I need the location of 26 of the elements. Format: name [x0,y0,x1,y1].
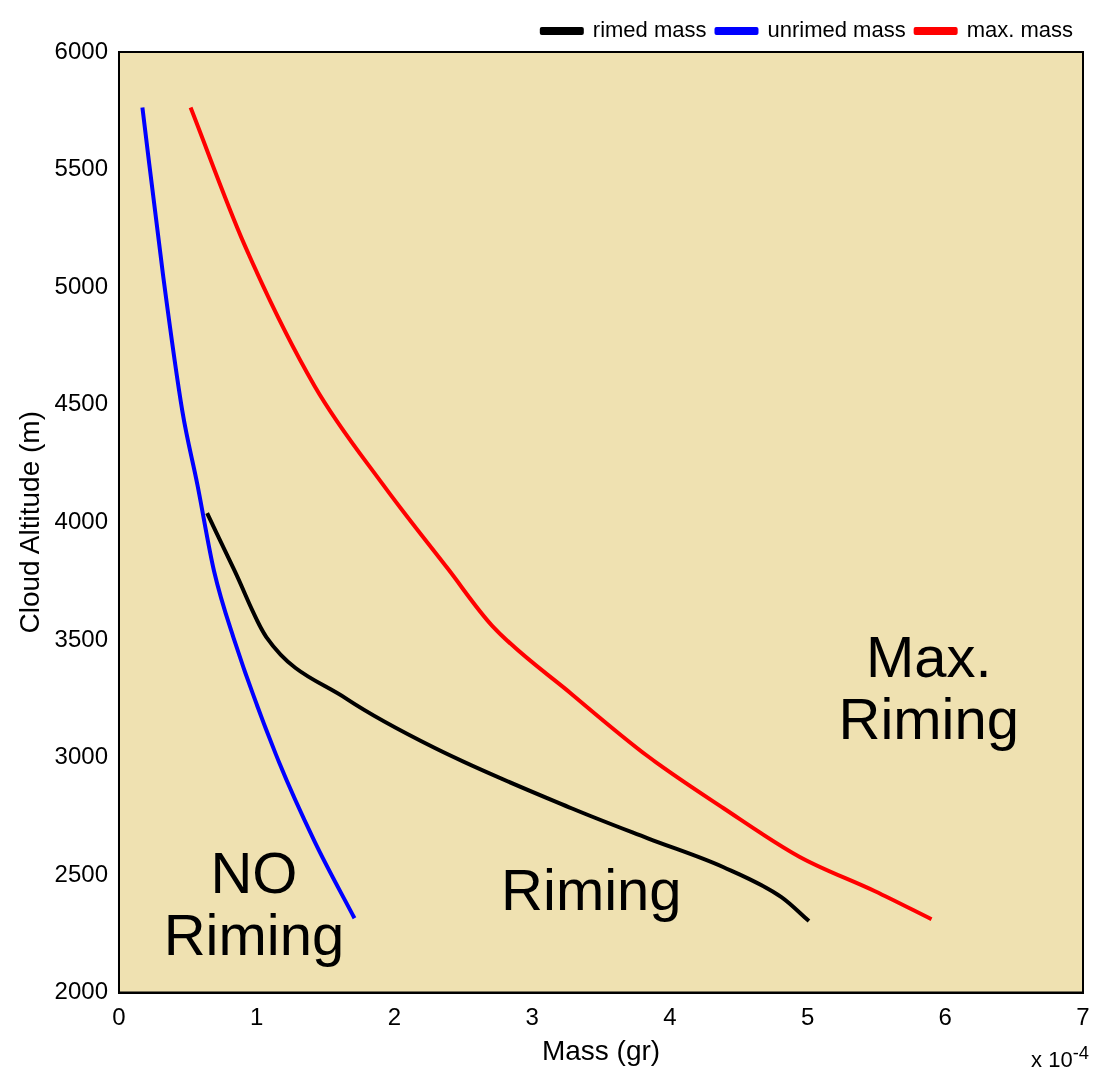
x-tick-label: 6 [938,1002,952,1030]
y-tick-label: 6000 [54,36,108,64]
x-tick-label: 1 [250,1002,264,1030]
legend-label: unrimed mass [767,17,906,43]
y-tick-label: 5000 [54,271,108,299]
y-tick-label: 2000 [54,977,108,1005]
y-tick-label: 2500 [54,859,108,887]
y-axis-title: Cloud Altitude (m) [13,411,45,634]
x-tick-label: 7 [1076,1002,1090,1030]
annotation: Max. Riming [838,623,1020,751]
y-tick-label: 4000 [54,506,108,534]
x-tick-label: 5 [800,1002,815,1030]
x-tick-label: 4 [663,1002,677,1030]
x-tick-label: 0 [112,1002,126,1030]
x-tick-label: 3 [525,1002,539,1030]
y-tick-label: 5500 [54,154,108,182]
legend-label: max. mass [966,17,1074,43]
annotation: NO Riming [163,839,345,967]
y-tick-label: 3500 [54,624,108,652]
x-tick-label: 2 [387,1002,402,1030]
x-axis-title: Mass (gr) [541,1034,661,1066]
text: x 10$^{-4}$ [1031,1041,1089,1073]
annotation: Riming [501,856,682,922]
y-tick-label: 4500 [54,389,108,417]
legend-label: rimed mass [592,17,707,43]
y-tick-label: 3000 [54,742,108,770]
